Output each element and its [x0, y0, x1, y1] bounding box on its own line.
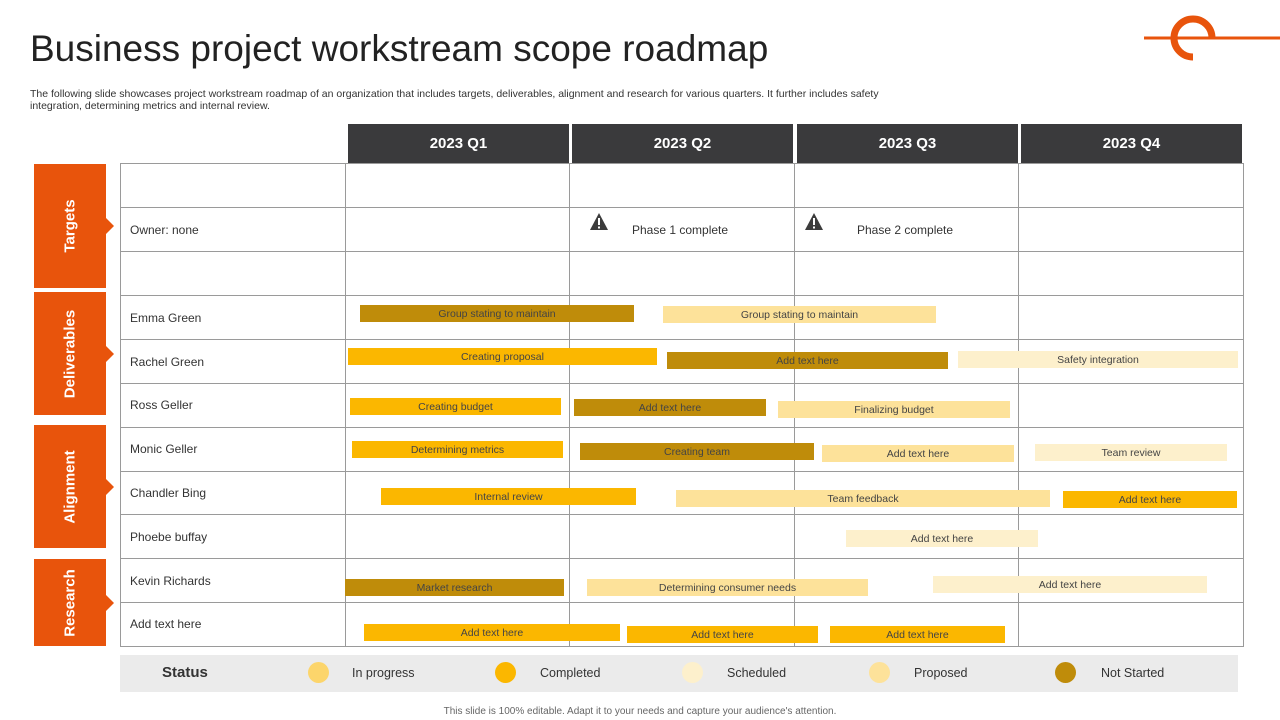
row-label-owner: Owner: none	[130, 223, 199, 237]
task-bar[interactable]: Determining metrics	[352, 441, 563, 458]
legend-swatch-proposed	[869, 662, 890, 683]
category-alignment: Alignment	[34, 425, 114, 548]
page-description: The following slide showcases project wo…	[30, 88, 879, 112]
legend-label: Completed	[540, 666, 601, 680]
category-label: Alignment	[61, 449, 79, 524]
grid-line	[1018, 163, 1019, 646]
row-label-add-text: Add text here	[130, 617, 202, 631]
task-bar[interactable]: Add text here	[627, 626, 818, 643]
task-bar[interactable]: Add text here	[1063, 491, 1237, 508]
task-bar[interactable]: Internal review	[381, 488, 636, 505]
grid-line	[120, 514, 1244, 515]
footer-note: This slide is 100% editable. Adapt it to…	[443, 706, 837, 717]
grid-line	[120, 339, 1244, 340]
legend-label: In progress	[352, 666, 415, 680]
task-bar[interactable]: Add text here	[846, 530, 1038, 547]
category-deliverables: Deliverables	[34, 292, 114, 415]
task-bar[interactable]: Team feedback	[676, 490, 1050, 507]
task-bar[interactable]: Add text here	[364, 624, 620, 641]
warning-icon	[590, 213, 608, 230]
task-bar[interactable]: Add text here	[574, 399, 766, 416]
grid-line	[345, 163, 346, 646]
legend-swatch-scheduled	[682, 662, 703, 683]
row-label-rachel-green: Rachel Green	[130, 355, 205, 369]
milestone-label: Phase 1 complete	[632, 223, 729, 237]
legend-label: Scheduled	[727, 666, 787, 680]
grid-line	[120, 163, 121, 646]
grid-line	[120, 471, 1244, 472]
category-label: Deliverables	[61, 309, 79, 398]
logo-icon	[1144, 15, 1280, 61]
task-bar[interactable]: Creating team	[580, 443, 814, 460]
row-label-ross-geller: Ross Geller	[130, 398, 193, 412]
task-bar[interactable]: Add text here	[933, 576, 1207, 593]
task-bar[interactable]: Creating proposal	[348, 348, 657, 365]
grid-line	[120, 558, 1244, 559]
grid-line	[1243, 163, 1244, 646]
task-bar[interactable]: Group stating to maintain	[360, 305, 634, 322]
legend-label: Proposed	[914, 666, 968, 680]
quarter-header-q4: 2023 Q4	[1021, 124, 1242, 163]
quarter-header-q1: 2023 Q1	[348, 124, 569, 163]
status-label: Status	[162, 664, 208, 681]
task-bar[interactable]: Creating budget	[350, 398, 561, 415]
category-targets: Targets	[34, 164, 114, 288]
grid-line	[120, 602, 1244, 603]
category-label: Research	[61, 568, 79, 637]
status-legend	[120, 655, 1238, 692]
grid-line	[120, 646, 1244, 647]
legend-swatch-in-progress	[308, 662, 329, 683]
milestone-label: Phase 2 complete	[857, 223, 954, 237]
grid-line	[120, 383, 1244, 384]
category-label: Targets	[61, 199, 79, 253]
row-label-kevin-richards: Kevin Richards	[130, 574, 211, 588]
row-label-phoebe-buffay: Phoebe buffay	[130, 530, 208, 544]
grid-line	[120, 251, 1244, 252]
legend-swatch-not-started	[1055, 662, 1076, 683]
task-bar[interactable]: Determining consumer needs	[587, 579, 868, 596]
row-label-emma-green: Emma Green	[130, 311, 202, 325]
task-bar[interactable]: Finalizing budget	[778, 401, 1010, 418]
row-label-monic-geller: Monic Geller	[130, 442, 198, 456]
row-label-chandler-bing: Chandler Bing	[130, 486, 207, 500]
task-bar[interactable]: Group stating to maintain	[663, 306, 936, 323]
task-bar[interactable]: Add text here	[667, 352, 948, 369]
legend-swatch-completed	[495, 662, 516, 683]
grid-line	[120, 427, 1244, 428]
grid-line	[120, 207, 1244, 208]
task-bar[interactable]: Add text here	[822, 445, 1014, 462]
warning-icon	[805, 213, 823, 230]
grid-line	[120, 295, 1244, 296]
legend-label: Not Started	[1101, 666, 1165, 680]
task-bar[interactable]: Team review	[1035, 444, 1227, 461]
task-bar[interactable]: Market research	[345, 579, 564, 596]
page-title: Business project workstream scope roadma…	[30, 28, 769, 69]
grid-line	[120, 163, 1244, 164]
quarter-header-q2: 2023 Q2	[572, 124, 793, 163]
task-bar[interactable]: Add text here	[830, 626, 1005, 643]
category-research: Research	[34, 559, 114, 646]
grid-line	[569, 163, 570, 646]
task-bar[interactable]: Safety integration	[958, 351, 1238, 368]
quarter-header-q3: 2023 Q3	[797, 124, 1018, 163]
